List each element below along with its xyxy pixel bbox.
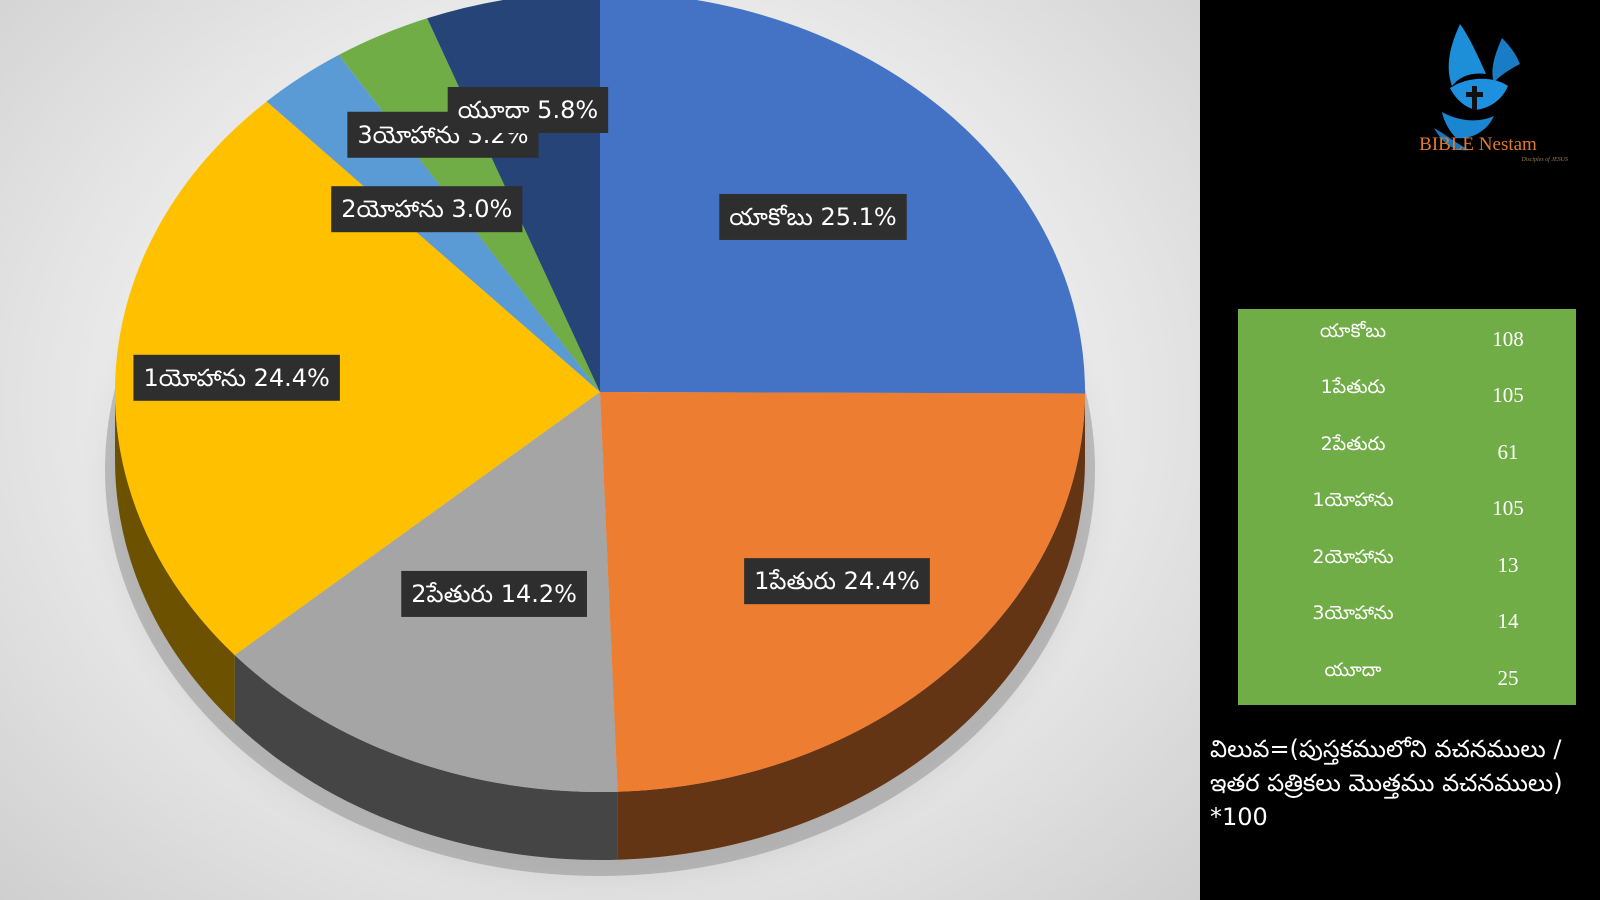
table-row: 1పేతురు 105 xyxy=(1238,366,1576,423)
table-row-value: 13 xyxy=(1497,552,1519,577)
data-label-text: యూదా 5.8% xyxy=(458,96,598,124)
pie-slice-side xyxy=(234,655,618,860)
value-table: యాకోబు 108 1పేతురు 105 2పేతురు 61 1యోహాను 105 2య… xyxy=(1238,309,1576,705)
pie-slice-side xyxy=(114,392,235,724)
table-row-name: 3యోహాను xyxy=(1312,602,1394,625)
table-row-value: 105 xyxy=(1492,496,1524,521)
table-row-name: 1పేతురు xyxy=(1320,376,1386,399)
table-row-name: 2పేతురు xyxy=(1320,432,1386,455)
data-label-text: 2యోహాను 3.0% xyxy=(341,195,512,223)
table-row-name: 2యోహాను xyxy=(1312,545,1394,568)
formula-note: విలువ=(పుస్తకములోని వచనములు / ఇతర పత్రిక… xyxy=(1210,735,1563,831)
table-row: 2పేతురు 61 xyxy=(1238,422,1576,479)
table-row-value: 14 xyxy=(1497,609,1519,634)
data-label: యాకోబు 25.1% xyxy=(719,193,907,240)
data-label-box xyxy=(331,186,523,233)
table-row-value: 108 xyxy=(1492,326,1524,351)
data-label: 1పేతురు 24.4% xyxy=(744,558,930,605)
data-label-text: 1పేతురు 24.4% xyxy=(754,567,920,595)
table-row-value: 105 xyxy=(1492,383,1524,408)
pie-slice-4 xyxy=(114,101,600,656)
data-label: 1యోహాను 24.4% xyxy=(133,354,340,401)
pie-slice-side xyxy=(617,393,1085,860)
table-row: యూదా 25 xyxy=(1238,648,1576,705)
data-label-box xyxy=(133,354,340,401)
pie-chart: యాకోబు 25.1% 1పేతురు 24.4% 2పేతురు 14.2% 1య… xyxy=(105,0,1095,876)
table-row: 2యోహాను 13 xyxy=(1238,535,1576,592)
brand-name-text: BIBLE Nestam xyxy=(1419,134,1537,155)
data-label-box xyxy=(401,570,587,617)
table-row: యాకోబు 108 xyxy=(1238,309,1576,366)
chart-area: ఇతర పత్రికలు (వచనములు) యాకోబు 25.1%1పేతు… xyxy=(0,0,1200,900)
data-label-box xyxy=(744,558,930,605)
data-label-text: 2పేతురు 14.2% xyxy=(411,580,577,608)
data-label: 2యోహాను 3.0% xyxy=(331,186,523,233)
table-row-name: యాకోబు xyxy=(1319,319,1387,342)
table-row-name: యూదా xyxy=(1324,658,1382,681)
table-row: 1యోహాను 105 xyxy=(1238,479,1576,536)
data-label-box xyxy=(447,87,609,133)
data-label: 3యోహాను 3.2% xyxy=(347,111,539,158)
data-label-text: 1యోహాను 24.4% xyxy=(143,364,329,392)
data-label: యూదా 5.8% xyxy=(447,87,609,133)
data-label-box xyxy=(719,193,907,240)
data-label-text: యాకోబు 25.1% xyxy=(729,203,896,231)
table-row: 3యోహాను 14 xyxy=(1238,592,1576,649)
dove-cross-hand-icon xyxy=(1434,24,1520,151)
brand-tagline: Disciples of JESUS xyxy=(1521,157,1568,163)
table-row-value: 61 xyxy=(1497,439,1519,464)
table-row-name: 1యోహాను xyxy=(1312,489,1394,512)
table-row-value: 25 xyxy=(1497,665,1519,690)
data-label: 2పేతురు 14.2% xyxy=(401,570,587,617)
